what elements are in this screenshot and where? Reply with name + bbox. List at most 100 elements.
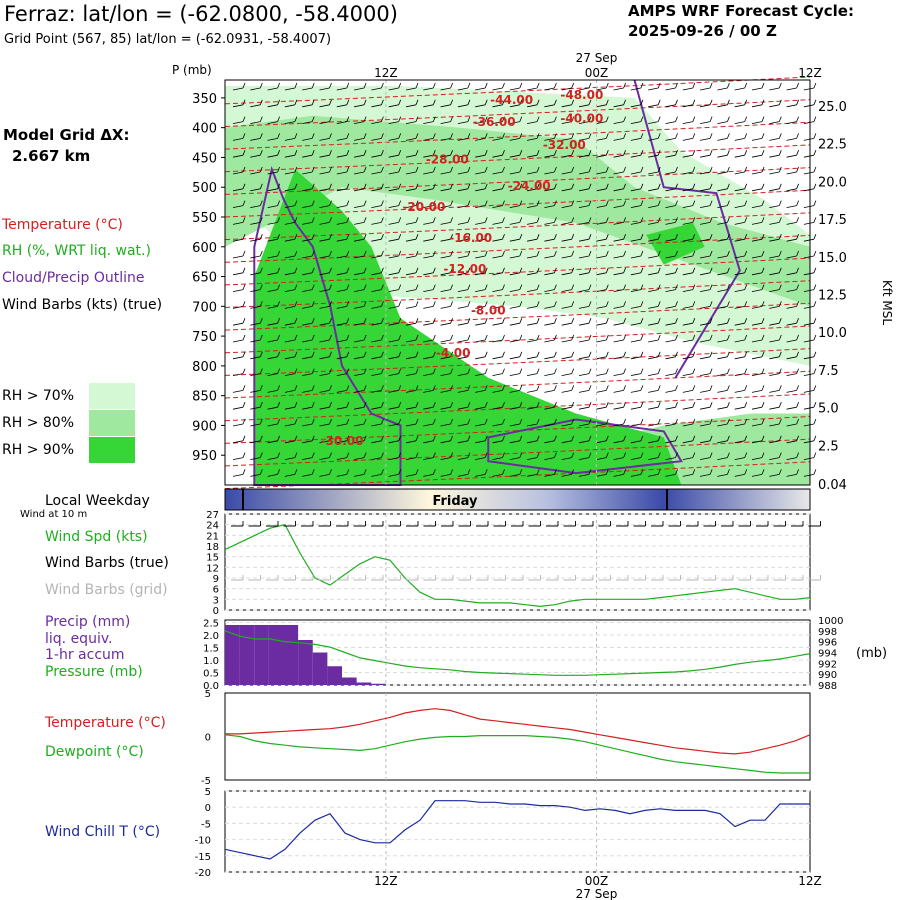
wind-barb [578, 368, 592, 376]
wind-barb [613, 452, 626, 460]
legend-wind-barbs-grid: Wind Barbs (grid) [45, 582, 168, 598]
wind-barb [769, 82, 782, 91]
wind-barb [700, 351, 713, 360]
rh80-region [225, 115, 810, 485]
wind-barb [630, 402, 644, 410]
wind-barb [267, 402, 280, 410]
wind-barb [492, 351, 505, 360]
wind-barb [717, 452, 730, 460]
isotherm-line [224, 76, 811, 105]
wind-barb [527, 200, 540, 208]
wind-barb [803, 301, 817, 309]
wind-barb [388, 452, 402, 460]
wind-barb [475, 469, 488, 477]
wind-barb [284, 368, 298, 376]
wind-barb [405, 166, 419, 175]
wind-barb [319, 133, 332, 141]
wind-barb-true [668, 521, 681, 527]
wind-barb [648, 469, 661, 477]
wind-tick-label: 0 [213, 606, 219, 617]
wind-barb [786, 267, 799, 276]
wind-barb [371, 250, 384, 259]
wind-barb [665, 116, 678, 124]
wind-barb [336, 217, 350, 225]
wind-barb [769, 385, 782, 393]
wind-barb [786, 452, 799, 460]
wind-barb [596, 217, 609, 225]
wind-barb [682, 385, 696, 393]
wind-barb [423, 368, 436, 376]
precip-bar [312, 652, 328, 685]
wind-barb [717, 200, 730, 208]
wind-barb [665, 250, 678, 259]
wind-barb [284, 133, 298, 141]
wind-barb-true [756, 521, 769, 527]
wind-barb [665, 368, 678, 376]
wind-barb [700, 368, 713, 376]
wind-barb [302, 234, 315, 242]
wind-barb [786, 200, 799, 208]
pressure-tick-label: 988 [818, 681, 837, 692]
wind-barb [786, 284, 799, 292]
wind-barb [769, 133, 782, 141]
wind-barb [371, 301, 384, 309]
wind-barb [717, 116, 730, 124]
wind-barb [717, 402, 730, 410]
wind-barb [803, 351, 817, 360]
wind-barb [717, 150, 730, 158]
wind-barb [665, 99, 678, 108]
wind-barb [388, 334, 402, 343]
wind-barb [405, 250, 419, 259]
pressure-tick-label: 400 [192, 122, 217, 137]
wind-barb [267, 418, 280, 427]
wind-barb [336, 351, 350, 360]
wind-barb-grid [703, 575, 716, 581]
wind-barb-true [301, 521, 314, 527]
wind-barb [596, 301, 609, 309]
legend-wind-barbs: Wind Barbs (kts) (true) [2, 297, 163, 313]
wind-barb [440, 301, 453, 309]
wind-barb [509, 99, 523, 108]
wind-barb [578, 234, 592, 242]
wind-barb [700, 452, 713, 460]
wind-barb [267, 435, 280, 444]
wind-barb [596, 267, 609, 276]
wind-barb [336, 385, 350, 393]
wind-barb [786, 334, 799, 343]
wind-barb [700, 200, 713, 208]
wind-barb [250, 385, 263, 393]
pressure-tick-label: 800 [192, 360, 217, 375]
wind-barb [665, 351, 678, 360]
wind-barb [648, 133, 661, 141]
wind-barb-true [738, 521, 751, 527]
wind-barb [336, 452, 350, 460]
wind-barb [232, 99, 246, 108]
windchill-tick-label: 0 [205, 803, 211, 814]
wind-barb [354, 217, 367, 225]
forecast-cycle-label: AMPS WRF Forecast Cycle: [628, 2, 854, 20]
wind-barb [284, 435, 298, 444]
wind-barb [648, 385, 661, 393]
temp-tick-label: 0 [205, 733, 211, 744]
wind-barb [769, 150, 782, 158]
wind-barb [457, 318, 471, 326]
wind-barb [700, 150, 713, 158]
wind-barb [336, 234, 350, 242]
wind-barb [665, 133, 678, 141]
isotherm-label: -20.00 [402, 200, 445, 214]
wind-barb [561, 452, 575, 460]
wind-barb [423, 250, 436, 259]
wind-barb [388, 150, 402, 158]
wind-barb [751, 217, 765, 225]
wind-barb [803, 435, 817, 444]
wind-barb [665, 166, 678, 175]
wind-barb [561, 351, 575, 360]
wind-barb [751, 284, 765, 292]
wind-barb [786, 368, 799, 376]
wind-barb [578, 284, 592, 292]
wind-barb-true [441, 521, 454, 527]
wind-barb [440, 250, 453, 259]
isotherm-label: -40.00 [560, 111, 603, 125]
wind-barb [682, 452, 696, 460]
isotherm-label: -44.00 [490, 93, 533, 107]
